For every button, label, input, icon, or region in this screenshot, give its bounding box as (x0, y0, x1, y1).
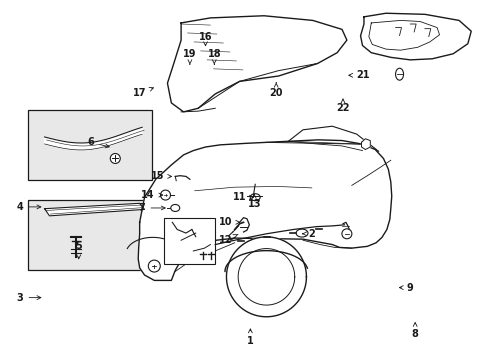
Polygon shape (44, 127, 142, 150)
Text: 22: 22 (336, 99, 349, 113)
Text: 15: 15 (151, 171, 171, 181)
Circle shape (110, 153, 120, 163)
Text: 12: 12 (219, 234, 238, 245)
Ellipse shape (250, 194, 260, 201)
Polygon shape (360, 13, 470, 60)
Ellipse shape (395, 68, 403, 80)
Bar (27, 110, 152, 180)
Text: 10: 10 (219, 217, 239, 227)
Polygon shape (226, 237, 306, 317)
Circle shape (160, 190, 170, 200)
Text: 17: 17 (133, 87, 153, 98)
Polygon shape (361, 139, 369, 149)
Text: 5: 5 (75, 241, 82, 259)
Text: 19: 19 (183, 49, 196, 64)
Text: 7: 7 (139, 203, 165, 213)
Text: 4: 4 (17, 202, 41, 212)
Text: 11: 11 (232, 192, 253, 202)
Ellipse shape (295, 229, 307, 237)
Text: 20: 20 (269, 83, 283, 98)
Polygon shape (44, 203, 144, 216)
Circle shape (148, 260, 160, 272)
Polygon shape (138, 140, 391, 280)
Text: 1: 1 (246, 329, 253, 346)
Text: 6: 6 (87, 138, 109, 148)
Ellipse shape (170, 204, 180, 211)
Text: 8: 8 (411, 323, 418, 339)
Text: 3: 3 (17, 293, 41, 303)
Bar (163, 218, 215, 264)
Circle shape (341, 229, 351, 239)
Text: 13: 13 (247, 194, 261, 210)
Text: 21: 21 (348, 70, 368, 80)
Text: 16: 16 (198, 32, 212, 46)
Bar (27, 200, 152, 270)
Text: 18: 18 (207, 49, 221, 64)
Text: 2: 2 (302, 229, 315, 239)
Polygon shape (167, 16, 346, 112)
Text: 14: 14 (141, 190, 163, 200)
Text: 9: 9 (399, 283, 413, 293)
